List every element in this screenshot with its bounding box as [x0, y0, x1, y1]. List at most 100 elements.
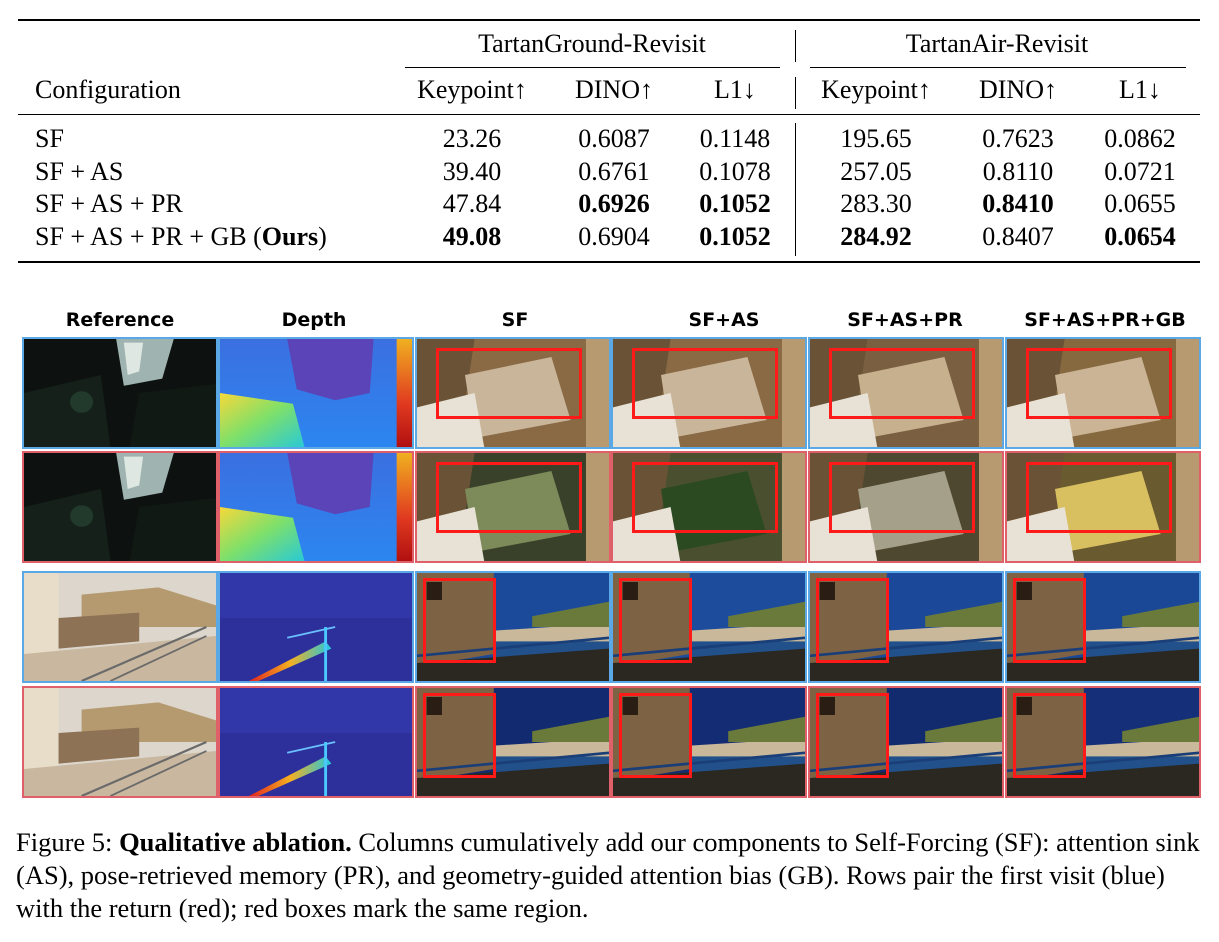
column-header-sf-as: SF+AS — [688, 309, 760, 331]
value-cell-l1-1: 0.1148 — [699, 124, 771, 153]
value-cell-keypoint-1: 39.40 — [442, 157, 502, 186]
highlight-box — [1012, 693, 1086, 778]
value-cell-l1-2: 0.0721 — [1104, 157, 1176, 186]
highlight-box — [815, 693, 889, 778]
value-cell-dino-1: 0.6087 — [578, 124, 650, 153]
highlight-box — [436, 347, 583, 419]
image-tile-sf-as-pr-first-visit — [808, 571, 1004, 683]
highlight-box — [618, 578, 692, 663]
image-tile-depth-first-visit — [218, 571, 414, 683]
column-header-sf-as-pr-gb: SF+AS+PR+GB — [1024, 309, 1186, 331]
image-tile-sf-as-first-visit — [611, 337, 807, 449]
highlight-box — [1026, 461, 1173, 533]
highlight-box — [1012, 578, 1086, 663]
image-tile-sf-as-pr-first-visit — [808, 337, 1004, 449]
image-tile-sf-as-first-visit — [611, 571, 807, 683]
column-header-sf: SF — [501, 309, 529, 331]
group-rule-tartanground — [405, 67, 780, 68]
value-cell-l1-1: 0.1052 — [699, 189, 771, 218]
highlight-box — [815, 578, 889, 663]
table-group-separator-top — [795, 30, 796, 62]
value-cell-keypoint-2: 257.05 — [840, 157, 912, 186]
value-cell-keypoint-2: 284.92 — [840, 222, 912, 251]
metric-header-keypoint-2: Keypoint↑ — [821, 75, 931, 104]
value-cell-dino-1: 0.6926 — [578, 189, 650, 218]
value-cell-dino-2: 0.8407 — [982, 222, 1054, 251]
image-tile-reference-first-visit — [22, 337, 218, 449]
image-tile-sf-as-pr-return — [808, 451, 1004, 563]
group-rule-tartanair — [810, 67, 1186, 68]
config-text: SF + AS + PR — [35, 189, 183, 218]
value-cell-dino-1: 0.6904 — [578, 222, 650, 251]
table-top-rule — [18, 19, 1200, 21]
table-mid-rule — [18, 114, 1200, 115]
image-tile-sf-as-pr-gb-first-visit — [1005, 571, 1201, 683]
image-tile-sf-return — [415, 451, 611, 563]
image-tile-depth-first-visit — [218, 337, 414, 449]
image-tile-sf-as-return — [611, 686, 807, 798]
value-cell-dino-1: 0.6761 — [578, 157, 650, 186]
image-tile-reference-first-visit — [22, 571, 218, 683]
image-tile-sf-as-pr-gb-first-visit — [1005, 337, 1201, 449]
image-tile-depth-return — [218, 451, 414, 563]
caption-text: Columns cumulatively add our components … — [16, 827, 1200, 923]
value-cell-dino-2: 0.8110 — [982, 157, 1054, 186]
config-text: SF — [35, 124, 64, 153]
metric-header-dino-2: DINO↑ — [979, 75, 1057, 104]
image-tile-depth-return — [218, 686, 414, 798]
metric-header-dino-1: DINO↑ — [575, 75, 653, 104]
image-tile-sf-as-return — [611, 451, 807, 563]
value-cell-keypoint-1: 47.84 — [442, 189, 502, 218]
image-tile-reference-return — [22, 686, 218, 798]
highlight-box — [436, 461, 583, 533]
image-tile-sf-first-visit — [415, 337, 611, 449]
metric-header-l1-1: L1↓ — [714, 75, 756, 104]
image-tile-sf-as-pr-return — [808, 686, 1004, 798]
value-cell-dino-2: 0.8410 — [982, 189, 1054, 218]
image-tile-sf-first-visit — [415, 571, 611, 683]
highlight-box — [1026, 347, 1173, 419]
value-cell-keypoint-2: 283.30 — [840, 189, 912, 218]
highlight-box — [422, 578, 496, 663]
value-cell-l1-2: 0.0655 — [1104, 189, 1176, 218]
column-header-sf-as-pr: SF+AS+PR — [847, 309, 963, 331]
value-cell-l1-1: 0.1078 — [699, 157, 771, 186]
group-header-tartanground: TartanGround-Revisit — [478, 29, 706, 58]
table-bottom-rule — [18, 261, 1200, 263]
table-group-separator-header — [795, 77, 796, 109]
highlight-box — [632, 347, 779, 419]
metric-header-keypoint-1: Keypoint↑ — [417, 75, 527, 104]
value-cell-keypoint-1: 49.08 — [442, 222, 502, 251]
config-text-close: ) — [318, 222, 327, 251]
value-cell-dino-2: 0.7623 — [982, 124, 1054, 153]
column-header-depth: Depth — [281, 309, 347, 331]
config-text: SF + AS — [35, 157, 124, 186]
config-text-bold: Ours — [261, 222, 319, 251]
value-cell-l1-2: 0.0654 — [1104, 222, 1176, 251]
config-cell: SF + AS + PR — [35, 189, 183, 219]
value-cell-l1-2: 0.0862 — [1104, 124, 1176, 153]
config-header: Configuration — [35, 75, 181, 104]
image-tile-sf-as-pr-gb-return — [1005, 451, 1201, 563]
image-tile-sf-as-pr-gb-return — [1005, 686, 1201, 798]
value-cell-l1-1: 0.1052 — [699, 222, 771, 251]
highlight-box — [618, 693, 692, 778]
config-cell: SF — [35, 124, 64, 154]
column-header-reference: Reference — [65, 309, 175, 331]
table-group-separator-body — [795, 123, 796, 256]
value-cell-keypoint-1: 23.26 — [442, 124, 502, 153]
highlight-box — [422, 693, 496, 778]
value-cell-keypoint-2: 195.65 — [840, 124, 912, 153]
highlight-box — [829, 347, 976, 419]
highlight-box — [829, 461, 976, 533]
highlight-box — [632, 461, 779, 533]
caption-bold-title: Qualitative ablation. — [119, 827, 352, 857]
config-text: SF + AS + PR + GB ( — [35, 222, 262, 251]
metric-header-l1-2: L1↓ — [1119, 75, 1161, 104]
config-cell: SF + AS — [35, 157, 123, 187]
config-cell: SF + AS + PR + GB (Ours) — [35, 222, 327, 252]
image-tile-reference-return — [22, 451, 218, 563]
figure-caption: Figure 5: Qualitative ablation. Columns … — [16, 826, 1204, 925]
image-tile-sf-return — [415, 686, 611, 798]
caption-label: Figure 5: — [16, 827, 120, 857]
